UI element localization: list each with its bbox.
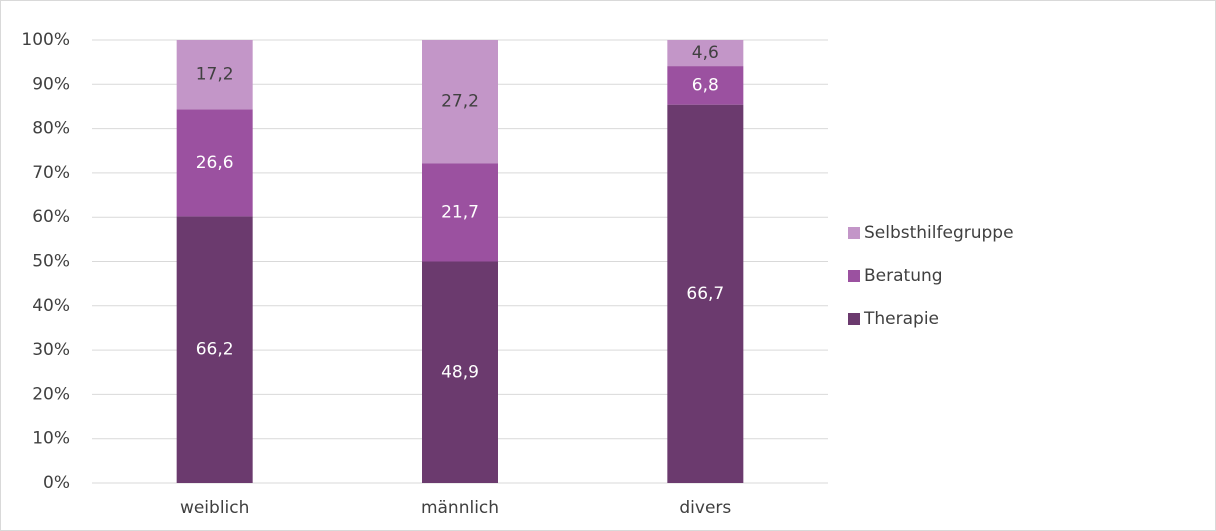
- data-label: 66,2: [196, 340, 234, 360]
- legend-label: Beratung: [864, 266, 943, 286]
- y-tick-label: 40%: [32, 296, 70, 316]
- y-tick-label: 60%: [32, 207, 70, 227]
- data-label: 4,6: [692, 43, 719, 63]
- bar-segment: [176, 109, 253, 217]
- bar-segment: [667, 40, 744, 67]
- data-label: 66,7: [686, 284, 724, 304]
- x-tick-label: divers: [679, 498, 731, 518]
- legend-swatch: [848, 313, 860, 325]
- y-tick-label: 100%: [21, 30, 70, 50]
- bar-segment: [422, 163, 498, 262]
- y-tick-label: 30%: [32, 340, 70, 360]
- y-tick-label: 50%: [32, 252, 70, 272]
- y-tick-label: 70%: [32, 163, 70, 183]
- data-label: 17,2: [196, 65, 234, 85]
- bar-segment: [422, 261, 498, 483]
- legend-label: Selbsthilfegruppe: [864, 223, 1014, 243]
- legend-label: Therapie: [863, 309, 939, 329]
- y-tick-label: 80%: [32, 119, 70, 139]
- x-tick-label: weiblich: [180, 498, 249, 518]
- y-tick-label: 90%: [32, 74, 70, 94]
- y-tick-label: 0%: [43, 473, 70, 493]
- bar-segment: [176, 216, 253, 484]
- x-tick-label: männlich: [421, 498, 499, 518]
- data-label: 21,7: [441, 202, 479, 222]
- legend-swatch: [848, 270, 860, 282]
- data-label: 6,8: [692, 75, 719, 95]
- legend-swatch: [848, 227, 860, 239]
- bar-segment: [422, 40, 498, 164]
- bar-segment: [176, 40, 253, 110]
- data-label: 48,9: [441, 362, 479, 382]
- y-tick-label: 10%: [32, 429, 70, 449]
- bar-segment: [667, 104, 744, 483]
- data-label: 27,2: [441, 92, 479, 112]
- bar-segment: [667, 66, 744, 105]
- data-label: 26,6: [196, 153, 234, 173]
- y-tick-label: 20%: [32, 384, 70, 404]
